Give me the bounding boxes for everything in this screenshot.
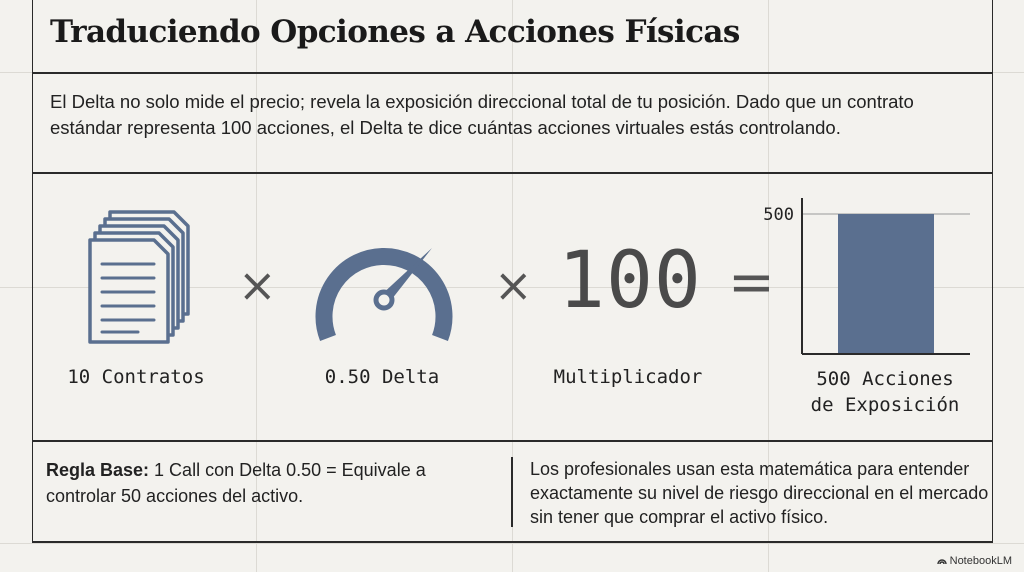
y-tick-label: 500: [763, 205, 794, 225]
multiplier-value: 100: [558, 236, 702, 326]
slide-frame: [32, 0, 993, 542]
delta-label: 0.50 Delta: [324, 366, 440, 388]
grid-line: [512, 0, 513, 572]
notebooklm-icon: [936, 559, 947, 565]
page-title: Traduciendo Opciones a Acciones Físicas: [50, 14, 740, 50]
result-line-1: 500 Acciones: [816, 368, 954, 390]
times-symbol: ×: [238, 258, 277, 312]
multiplier-label: Multiplicador: [553, 366, 703, 388]
divider: [32, 541, 993, 543]
brand-name: NotebookLM: [949, 555, 1012, 567]
divider: [32, 72, 993, 74]
exposure-bar-chart: 500: [763, 198, 970, 355]
bar-500: [838, 214, 934, 354]
notebooklm-brand: NotebookLM: [936, 555, 1012, 567]
gauge-icon: [315, 248, 453, 342]
divider: [32, 172, 993, 174]
rule-prefix: Regla Base:: [46, 460, 150, 480]
intro-text: El Delta no solo mide el precio; revela …: [50, 91, 914, 138]
divider: [32, 440, 993, 442]
times-symbol: ×: [494, 258, 533, 312]
documents-icon: [88, 210, 190, 344]
result-label: 500 Acciones de Exposición: [790, 366, 980, 418]
rule-text: 1 Call con Delta 0.50 = Equivale a contr…: [46, 460, 426, 506]
footer-separator: [511, 457, 513, 527]
pro-note: Los profesionales usan esta matemática p…: [530, 459, 989, 527]
base-rule: Regla Base: 1 Call con Delta 0.50 = Equi…: [46, 457, 496, 509]
grid-line: [0, 287, 1024, 288]
contracts-label: 10 Contratos: [67, 366, 205, 388]
grid-line: [0, 543, 1024, 544]
grid-line: [256, 0, 257, 572]
grid-line: [768, 0, 769, 572]
result-line-2: de Exposición: [810, 394, 960, 416]
equals-symbol: =: [728, 250, 775, 315]
